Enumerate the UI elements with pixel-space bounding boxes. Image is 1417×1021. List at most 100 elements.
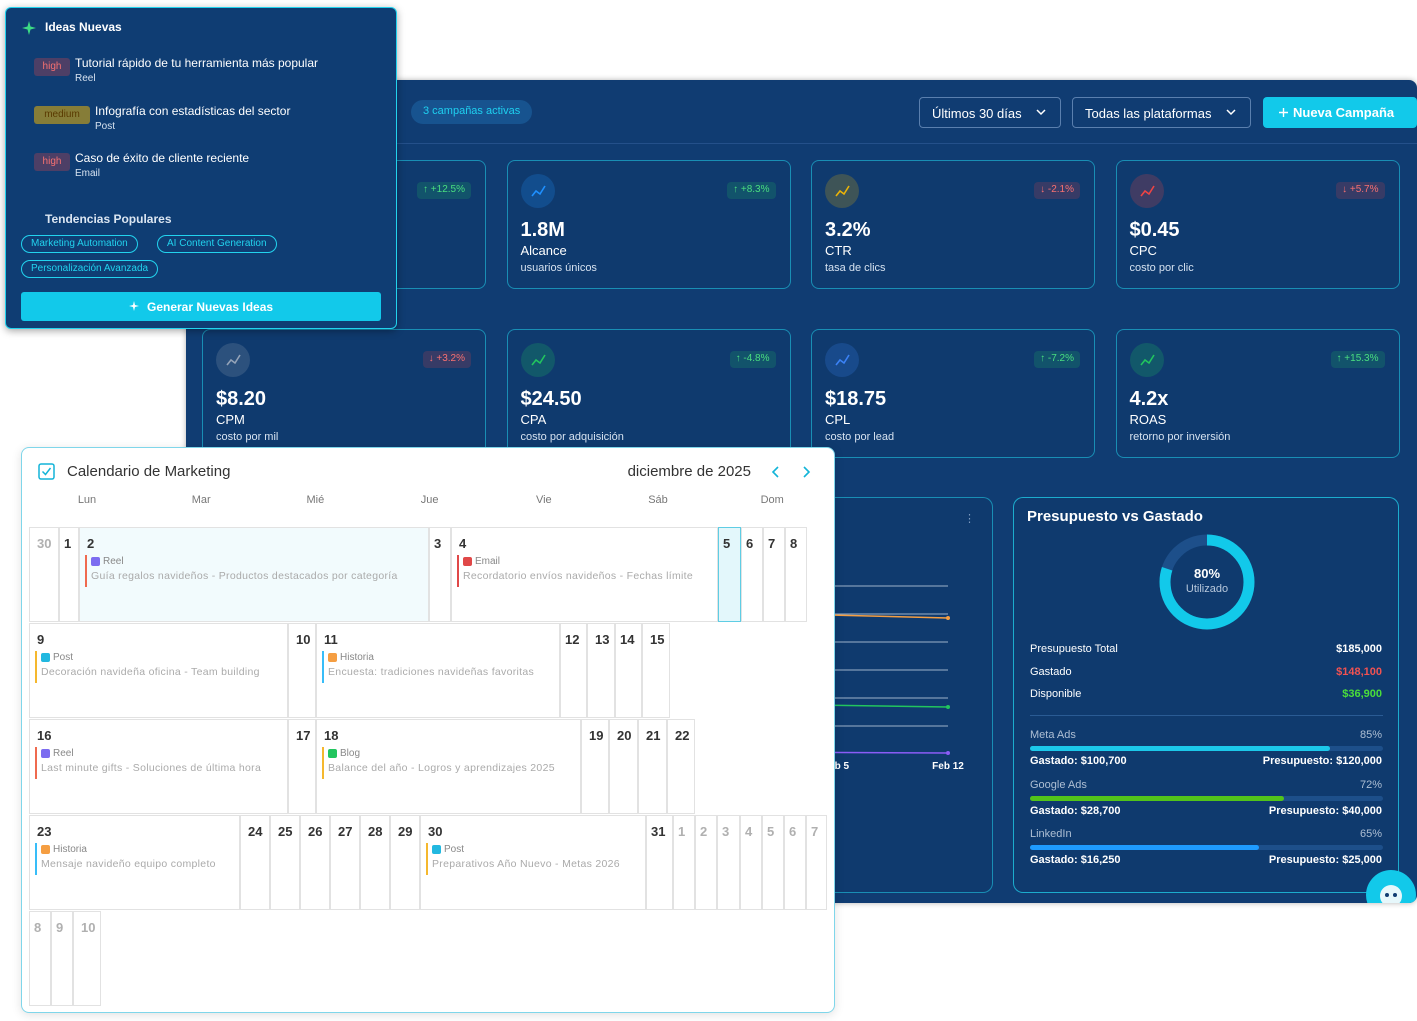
day-cell[interactable]: 18 Blog Balance del año - Logros y aprendi… <box>316 719 581 814</box>
day-cell[interactable]: 19 <box>581 719 609 814</box>
event-title: Encuesta: tradiciones navideñas favorita… <box>328 666 535 678</box>
kpi-sublabel: retorno por inversión <box>1129 431 1231 443</box>
calendar-event[interactable]: Reel Guía regalos navideños - Productos d… <box>85 555 423 587</box>
day-cell[interactable]: 22 <box>667 719 695 814</box>
trend-tag[interactable]: AI Content Generation <box>157 235 277 253</box>
day-cell[interactable]: 26 <box>300 815 330 910</box>
day-cell[interactable]: 27 <box>330 815 360 910</box>
day-cell[interactable]: 30 Post Preparativos Año Nuevo - Metas 202… <box>420 815 646 910</box>
day-number: 13 <box>595 632 610 647</box>
day-cell[interactable]: 8 <box>29 911 51 1006</box>
kpi-icon <box>1129 343 1164 377</box>
check-box <box>38 463 55 480</box>
day-cell[interactable]: 17 <box>288 719 316 814</box>
day-number: 5 <box>767 824 775 839</box>
day-cell[interactable]: 8 <box>785 527 807 622</box>
icon-glyph <box>1139 354 1155 366</box>
idea-title[interactable]: Infografía con estadísticas del sector <box>95 103 291 118</box>
generate-button[interactable]: Generar Nuevas Ideas <box>21 292 381 321</box>
calendar-event[interactable]: Historia Mensaje navideño equipo completo <box>35 843 234 875</box>
kpi-label: ROAS <box>1129 412 1167 427</box>
day-cell[interactable]: 1 <box>673 815 695 910</box>
day-cell[interactable]: 15 <box>642 623 670 718</box>
calendar-event[interactable]: Post Decoración navideña oficina - Team b… <box>35 651 282 683</box>
arrow[interactable] <box>803 466 811 478</box>
kpi-sublabel: tasa de clics <box>825 262 886 274</box>
idea-title[interactable]: Caso de éxito de cliente reciente <box>75 151 250 165</box>
day-number: 8 <box>34 920 42 935</box>
day-cell[interactable]: 3 <box>429 527 451 622</box>
day-cell[interactable]: 25 <box>270 815 300 910</box>
period-dropdown[interactable]: Últimos 30 días <box>919 97 1061 128</box>
day-cell[interactable]: 11 Historia Encuesta: tradiciones navideña… <box>316 623 560 718</box>
day-cell[interactable]: 9 <box>51 911 73 1006</box>
day-cell[interactable]: 23 Historia Mensaje navideño equipo comple… <box>29 815 240 910</box>
day-number: 3 <box>722 824 730 839</box>
day-cell[interactable]: 4 <box>740 815 762 910</box>
day-cell[interactable]: 7 <box>763 527 785 622</box>
day-number: 11 <box>324 632 338 647</box>
day-cell[interactable]: 2 <box>695 815 717 910</box>
day-number: 2 <box>700 824 708 839</box>
chevron-path <box>1226 109 1236 116</box>
day-cell[interactable]: 24 <box>240 815 270 910</box>
day-cell[interactable]: 10 <box>288 623 316 718</box>
ideas-title: Ideas Nuevas <box>45 20 122 34</box>
event-title: Guía regalos navideños - Productos desta… <box>91 570 398 582</box>
generate-label: Generar Nuevas Ideas <box>147 300 274 314</box>
bot-face <box>1380 885 1402 903</box>
kpi-value: 1.8M <box>520 219 565 241</box>
header-divider <box>186 143 1417 144</box>
calendar-event[interactable]: Email Recordatorio envíos navideños - Fec… <box>457 555 712 587</box>
day-number: 30 <box>37 536 52 551</box>
day-cell[interactable]: 30 <box>29 527 59 622</box>
weekday: Jue <box>420 494 439 506</box>
calendar-event[interactable]: Blog Balance del año - Logros y aprendiza… <box>322 747 575 779</box>
day-cell[interactable]: 12 <box>560 623 587 718</box>
arrow[interactable] <box>771 466 779 478</box>
day-cell[interactable]: 21 <box>638 719 667 814</box>
day-cell[interactable]: 6 <box>784 815 806 910</box>
day-cell[interactable]: 5 <box>718 527 741 622</box>
day-cell[interactable]: 4 Email Recordatorio envíos navideños - Fe… <box>451 527 718 622</box>
day-cell[interactable]: 29 <box>390 815 420 910</box>
day-cell[interactable]: 14 <box>615 623 642 718</box>
change-badge: ↑ -7.2% <box>1034 351 1080 368</box>
event-type-icon <box>41 845 50 854</box>
event-title: Preparativos Año Nuevo - Metas 2026 <box>432 858 620 870</box>
event-type: Blog <box>340 748 361 759</box>
platform-track <box>1030 795 1383 801</box>
trend-tag[interactable]: Personalización Avanzada <box>21 260 159 278</box>
trend-dot <box>946 751 950 755</box>
day-cell[interactable]: 6 <box>741 527 763 622</box>
kpi-label: Alcance <box>520 243 567 258</box>
day-cell[interactable]: 31 <box>646 815 673 910</box>
day-cell[interactable]: 3 <box>717 815 740 910</box>
trend-tag[interactable]: Marketing Automation <box>21 235 138 253</box>
idea-title[interactable]: Tutorial rápido de tu herramienta más po… <box>75 56 319 70</box>
day-cell[interactable]: 10 <box>73 911 101 1006</box>
change-badge: ↑ +8.3% <box>727 182 776 199</box>
calendar-event[interactable]: Reel Last minute gifts - Soluciones de úl… <box>35 747 282 779</box>
day-cell[interactable]: 9 Post Decoración navideña oficina - Team … <box>29 623 288 718</box>
idea-type: Reel <box>75 73 96 84</box>
event-type: Post <box>444 844 465 855</box>
platform-dropdown[interactable]: Todas las plataformas <box>1072 97 1251 128</box>
day-cell[interactable]: 20 <box>609 719 638 814</box>
day-cell[interactable]: 16 Reel Last minute gifts - Soluciones de … <box>29 719 288 814</box>
day-cell[interactable]: 1 <box>59 527 79 622</box>
day-number: 4 <box>745 824 753 839</box>
day-cell[interactable]: 28 <box>360 815 390 910</box>
platform-spent: Gastado: $28,700 <box>1030 804 1121 817</box>
icon-bg <box>520 174 555 208</box>
day-cell[interactable]: 2 Reel Guía regalos navideños - Productos … <box>79 527 429 622</box>
calendar-event[interactable]: Historia Encuesta: tradiciones navideñas … <box>322 651 554 683</box>
day-cell[interactable]: 13 <box>587 623 615 718</box>
day-cell[interactable]: 7 <box>806 815 827 910</box>
kpi-icon <box>1129 174 1164 208</box>
kpi-label: CPA <box>520 412 547 427</box>
chevron-path <box>1036 109 1046 116</box>
day-cell[interactable]: 5 <box>762 815 784 910</box>
calendar-event[interactable]: Post Preparativos Año Nuevo - Metas 2026 <box>426 843 640 875</box>
new-campaign-button[interactable]: Nueva Campaña <box>1263 97 1417 128</box>
